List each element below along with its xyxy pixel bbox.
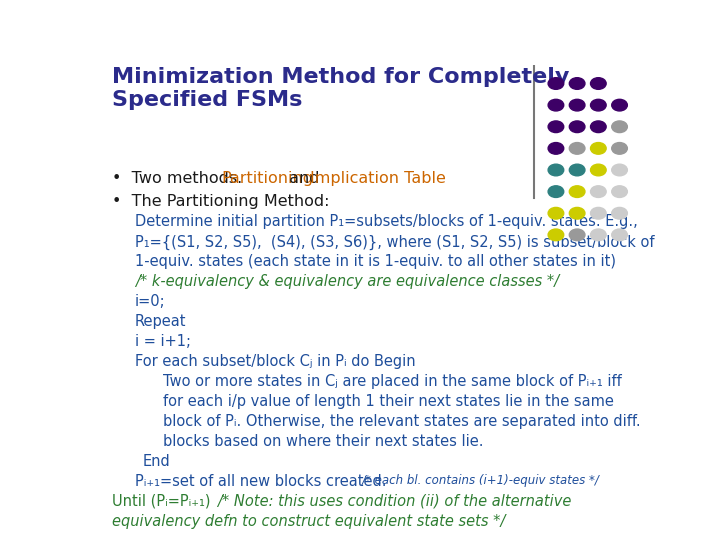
Circle shape xyxy=(590,186,606,198)
Text: i=0;: i=0; xyxy=(135,294,166,309)
Circle shape xyxy=(570,207,585,219)
Text: •  Two methods.: • Two methods. xyxy=(112,171,248,186)
Circle shape xyxy=(548,229,564,241)
Text: blocks based on where their next states lie.: blocks based on where their next states … xyxy=(163,434,483,449)
Circle shape xyxy=(590,99,606,111)
Text: /* k-equivalency & equivalency are equivalence classes */: /* k-equivalency & equivalency are equiv… xyxy=(135,274,559,289)
Circle shape xyxy=(612,229,627,241)
Text: /* Note: this uses condition (ii) of the alternative: /* Note: this uses condition (ii) of the… xyxy=(217,494,572,509)
Circle shape xyxy=(612,186,627,198)
Circle shape xyxy=(548,186,564,198)
Circle shape xyxy=(612,207,627,219)
Text: End: End xyxy=(143,454,171,469)
Text: Determine initial partition P₁=subsets/blocks of 1-equiv. states. E.g.,: Determine initial partition P₁=subsets/b… xyxy=(135,214,637,230)
Circle shape xyxy=(590,78,606,89)
Circle shape xyxy=(612,164,627,176)
Circle shape xyxy=(570,78,585,89)
Text: and: and xyxy=(284,171,325,186)
Circle shape xyxy=(548,207,564,219)
Text: Minimization Method for Completely
Specified FSMs: Minimization Method for Completely Speci… xyxy=(112,67,570,110)
Text: P₁={(S1, S2, S5),  (S4), (S3, S6)}, where (S1, S2, S5) is subset/block of: P₁={(S1, S2, S5), (S4), (S3, S6)}, where… xyxy=(135,234,654,249)
Text: Repeat: Repeat xyxy=(135,314,186,329)
Text: Pᵢ₊₁=set of all new blocks created.: Pᵢ₊₁=set of all new blocks created. xyxy=(135,474,391,489)
Circle shape xyxy=(548,143,564,154)
Circle shape xyxy=(590,121,606,133)
Text: For each subset/block Cⱼ in Pᵢ do Begin: For each subset/block Cⱼ in Pᵢ do Begin xyxy=(135,354,415,369)
Circle shape xyxy=(590,207,606,219)
Circle shape xyxy=(548,164,564,176)
Text: equivalency defn to construct equivalent state sets */: equivalency defn to construct equivalent… xyxy=(112,514,505,529)
Circle shape xyxy=(570,99,585,111)
Circle shape xyxy=(570,186,585,198)
Circle shape xyxy=(612,121,627,133)
Circle shape xyxy=(570,229,585,241)
Text: 1-equiv. states (each state in it is 1-equiv. to all other states in it): 1-equiv. states (each state in it is 1-e… xyxy=(135,254,616,269)
Text: block of Pᵢ. Otherwise, the relevant states are separated into diff.: block of Pᵢ. Otherwise, the relevant sta… xyxy=(163,414,640,429)
Text: •  The Partitioning Method:: • The Partitioning Method: xyxy=(112,194,330,208)
Text: Two or more states in Cⱼ are placed in the same block of Pᵢ₊₁ iff: Two or more states in Cⱼ are placed in t… xyxy=(163,374,621,389)
Circle shape xyxy=(590,164,606,176)
Circle shape xyxy=(590,229,606,241)
Circle shape xyxy=(570,121,585,133)
Circle shape xyxy=(548,99,564,111)
Text: Implication Table: Implication Table xyxy=(310,171,446,186)
Circle shape xyxy=(570,143,585,154)
Text: Until (Pᵢ=Pᵢ₊₁): Until (Pᵢ=Pᵢ₊₁) xyxy=(112,494,215,509)
Circle shape xyxy=(612,99,627,111)
Circle shape xyxy=(548,121,564,133)
Circle shape xyxy=(590,143,606,154)
Circle shape xyxy=(570,164,585,176)
Text: Partitioning: Partitioning xyxy=(221,171,313,186)
Text: for each i/p value of length 1 their next states lie in the same: for each i/p value of length 1 their nex… xyxy=(163,394,613,409)
Text: /* each bl. contains (i+1)-equiv states */: /* each bl. contains (i+1)-equiv states … xyxy=(361,474,600,487)
Text: i = i+1;: i = i+1; xyxy=(135,334,191,349)
Circle shape xyxy=(548,78,564,89)
Circle shape xyxy=(612,143,627,154)
